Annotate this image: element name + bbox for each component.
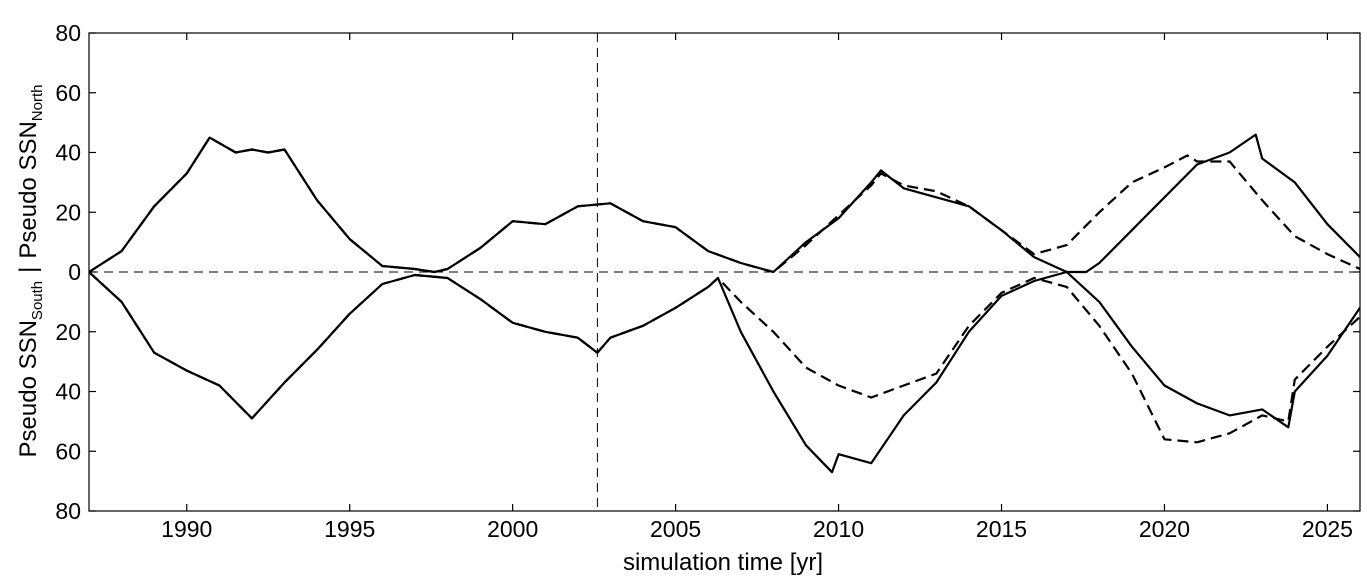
series-line-north-dashed-1 bbox=[89, 136, 1360, 274]
y-tick-label: 60 bbox=[55, 80, 81, 106]
series-line-north-solid-0 bbox=[89, 133, 1360, 274]
y-tick-label: 80 bbox=[55, 498, 81, 524]
y-tick-label: 40 bbox=[55, 140, 81, 166]
series-line-south-dashed-3 bbox=[89, 271, 1360, 444]
y-axis-label-separator: | bbox=[15, 267, 42, 273]
y-axis-label-south: Pseudo SSN bbox=[15, 320, 42, 457]
plot-lines bbox=[89, 133, 1360, 474]
y-axis-label-south-sub: South bbox=[29, 281, 46, 320]
y-tick-label: 20 bbox=[55, 319, 81, 345]
y-tick-label: 20 bbox=[55, 199, 81, 225]
reference-lines bbox=[89, 33, 1360, 511]
x-tick-label: 2015 bbox=[976, 516, 1027, 542]
x-tick-label: 2000 bbox=[487, 516, 538, 542]
y-axis-label: Pseudo SSNSouth|Pseudo SSNNorth bbox=[15, 85, 46, 458]
x-axis-ticks: 1990 1995 2000 2005 2010 2015 2020 2025 bbox=[161, 33, 1353, 542]
x-tick-label: 1995 bbox=[324, 516, 375, 542]
y-axis-label-north-sub: North bbox=[29, 85, 46, 122]
y-tick-label: 80 bbox=[55, 20, 81, 46]
x-tick-label: 2025 bbox=[1302, 516, 1353, 542]
y-tick-label: 40 bbox=[55, 379, 81, 405]
y-tick-label: 0 bbox=[68, 259, 81, 285]
x-tick-label: 1990 bbox=[161, 516, 212, 542]
y-tick-label: 60 bbox=[55, 438, 81, 464]
x-axis-label: simulation time [yr] bbox=[623, 549, 823, 576]
x-tick-label: 2010 bbox=[813, 516, 864, 542]
y-axis-ticks: 80 60 40 20 0 20 40 60 80 bbox=[55, 20, 1360, 524]
x-tick-label: 2005 bbox=[650, 516, 701, 542]
y-axis-label-north: Pseudo SSN bbox=[15, 121, 42, 258]
x-tick-label: 2020 bbox=[1139, 516, 1190, 542]
